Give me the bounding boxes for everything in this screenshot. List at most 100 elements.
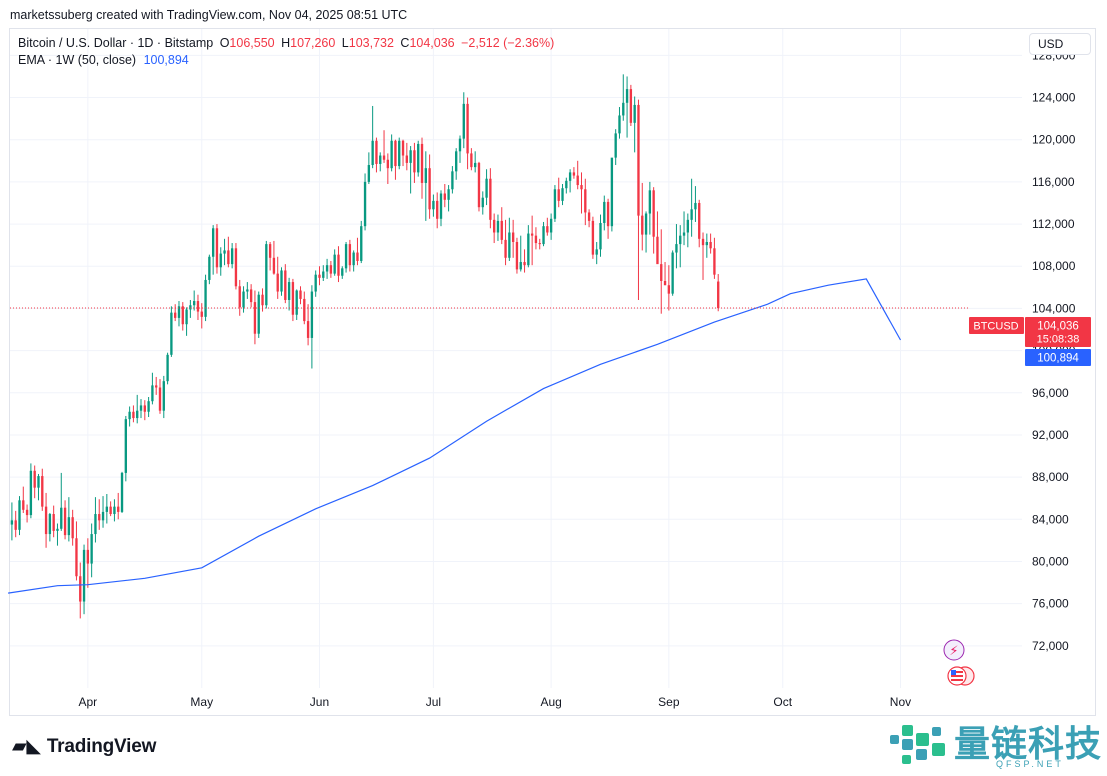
candle-body [462,103,465,139]
candle-body [398,140,401,167]
candle [44,492,48,548]
candle-body [405,155,409,163]
candle [139,399,143,419]
last-price-marker: BTCUSD 104,036 15:08:38 [969,317,1091,347]
candle-body [52,514,55,531]
watermark: 量链科技 QFSP.NET [888,715,1103,773]
candle-body [348,244,352,266]
candle-body [660,264,663,282]
candle [128,406,131,427]
candle [462,92,465,149]
candle-body [679,235,682,245]
candle [136,394,139,424]
candle [466,97,469,170]
candle-body [299,290,302,299]
candle [549,213,553,240]
time-tick-label: Aug [540,695,561,709]
candle [276,256,279,299]
candle-body [261,294,264,306]
candle-body [18,500,21,530]
event-icons[interactable]: ⚡ [943,639,975,686]
candle-body [663,281,667,286]
candle-body [94,514,97,535]
low-value: 103,732 [348,36,394,50]
candle-body [382,155,386,160]
candle [82,544,86,615]
candle [477,161,481,212]
candle [143,400,146,421]
candle [614,129,617,166]
candle [265,240,268,309]
candle [561,183,564,206]
symbol-legend[interactable]: Bitcoin / U.S. Dollar · 1D · Bitstamp O1… [18,36,554,50]
candle [158,379,162,414]
candle [492,213,496,244]
candle-body [265,244,268,306]
candle-body [306,321,310,338]
candle [185,307,188,336]
candle [553,185,557,222]
candle [413,142,416,183]
candle-body [109,506,112,515]
candle [618,107,621,139]
price-tick-label: 92,000 [1032,428,1069,442]
candle-body [508,232,511,258]
candle [113,499,116,522]
candle [686,213,690,248]
candle [253,290,257,345]
candle-body [424,168,427,183]
candle-body [44,506,48,535]
candle [610,157,614,232]
candle [132,405,135,423]
candle-body [329,265,333,274]
candle [424,151,427,221]
candle [109,501,112,517]
tradingview-brand[interactable]: ▰◣ TradingView [12,735,156,758]
candle [405,142,409,171]
candle [257,291,260,338]
candle [591,216,595,259]
candle-body [496,220,500,233]
candle-body [610,157,614,227]
candle [481,191,484,215]
candle [177,301,181,327]
candle-body [14,520,17,530]
candle [432,194,435,217]
candle [690,178,693,237]
time-tick-label: Apr [79,695,98,709]
candle [352,250,355,272]
candle [162,375,165,419]
candle [443,183,446,208]
time-axis: Apr May Jun Jul Aug Sep Oct Nov [79,695,912,709]
candle-body [230,248,234,265]
currency-button[interactable]: USD [1029,33,1091,55]
candle-body [409,150,412,163]
candle-body [614,133,617,158]
chart-frame[interactable] [9,28,1096,716]
candle-body [98,514,101,521]
candle-body [379,155,382,164]
candle [576,160,579,190]
indicator-legend[interactable]: EMA · 1W (50, close) 100,894 [18,53,189,67]
price-tick-label: 108,000 [1032,259,1076,273]
candle-body [443,193,446,200]
candle-body [158,387,162,411]
candle-body [10,520,14,525]
candle [18,496,21,536]
candle-body [367,165,371,182]
candle [219,247,222,276]
candle [470,148,473,171]
lightning-glyph: ⚡ [949,643,958,658]
candle-body [352,252,355,266]
candle-body [208,256,211,280]
candle [565,177,568,194]
price-tick-label: 72,000 [1032,639,1069,653]
candle-body [151,385,154,402]
candle [223,238,226,266]
candle [641,182,644,251]
publisher-header: marketssuberg created with TradingView.c… [10,8,408,22]
candle-body [713,248,716,275]
candle [382,130,386,163]
candle-body [515,241,519,270]
